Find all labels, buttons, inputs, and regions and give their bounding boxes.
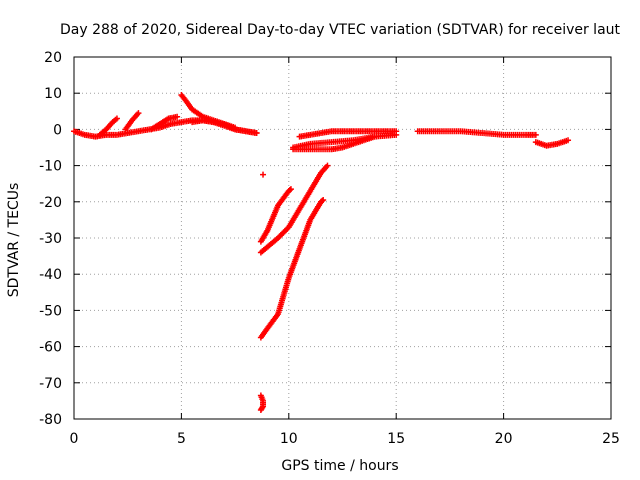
y-axis-label: SDTVAR / TECUs bbox=[6, 183, 22, 298]
series-arc-late-morning bbox=[189, 117, 260, 137]
tick-labels: 0 5 10 15 20 25 20 10 0 -10 -20 -30 -40 -50 -60 -70 -80 bbox=[39, 50, 620, 447]
data-point bbox=[371, 133, 378, 140]
x-tick-label: 25 bbox=[602, 431, 620, 447]
series-low-points bbox=[257, 392, 267, 413]
y-tick-label: 0 bbox=[53, 122, 62, 138]
y-tick-label: -70 bbox=[39, 376, 62, 392]
x-tick-label: 0 bbox=[70, 431, 79, 447]
data-point bbox=[257, 406, 264, 413]
x-axis-label: GPS time / hours bbox=[281, 458, 398, 474]
data-point bbox=[319, 197, 326, 204]
series-arc-morning-b bbox=[122, 110, 142, 133]
data-point bbox=[565, 137, 572, 144]
data-point bbox=[286, 187, 293, 194]
x-tick-label: 10 bbox=[280, 431, 298, 447]
data-point bbox=[324, 162, 331, 169]
grid bbox=[74, 57, 611, 419]
y-tick-label: -20 bbox=[39, 195, 62, 211]
y-tick-label: -50 bbox=[39, 303, 62, 319]
data-point bbox=[174, 113, 181, 120]
series-evening-arc bbox=[532, 137, 572, 149]
data-points bbox=[71, 92, 572, 413]
series-steep-arc-c bbox=[257, 196, 327, 341]
series-arc-morning-c bbox=[148, 113, 181, 133]
data-point bbox=[253, 130, 260, 137]
series-isolated-point bbox=[260, 171, 267, 178]
y-tick-label: 10 bbox=[44, 86, 62, 102]
plot-frame bbox=[73, 56, 612, 420]
x-tick-label: 15 bbox=[387, 431, 405, 447]
series-steep-arc-b bbox=[257, 162, 331, 256]
x-tick-label: 5 bbox=[177, 431, 186, 447]
y-tick-label: -60 bbox=[39, 340, 62, 356]
series-arc-morning-a bbox=[96, 115, 120, 138]
y-tick-label: -40 bbox=[39, 267, 62, 283]
data-point bbox=[532, 131, 539, 138]
series-recovery-arc-low bbox=[290, 133, 378, 153]
x-tick-label: 20 bbox=[495, 431, 513, 447]
data-point bbox=[287, 186, 294, 193]
data-point bbox=[113, 115, 120, 122]
y-tick-label: 20 bbox=[44, 50, 62, 66]
series-afternoon-arc bbox=[414, 128, 539, 138]
series-steep-arc-a bbox=[257, 186, 294, 245]
data-point bbox=[320, 196, 327, 203]
y-tick-label: -80 bbox=[39, 412, 62, 428]
chart-title: Day 288 of 2020, Sidereal Day-to-day VTE… bbox=[60, 22, 621, 38]
data-point bbox=[135, 110, 142, 117]
data-point bbox=[260, 171, 267, 178]
y-tick-label: -30 bbox=[39, 231, 62, 247]
data-point bbox=[393, 131, 400, 138]
y-tick-label: -10 bbox=[39, 159, 62, 175]
